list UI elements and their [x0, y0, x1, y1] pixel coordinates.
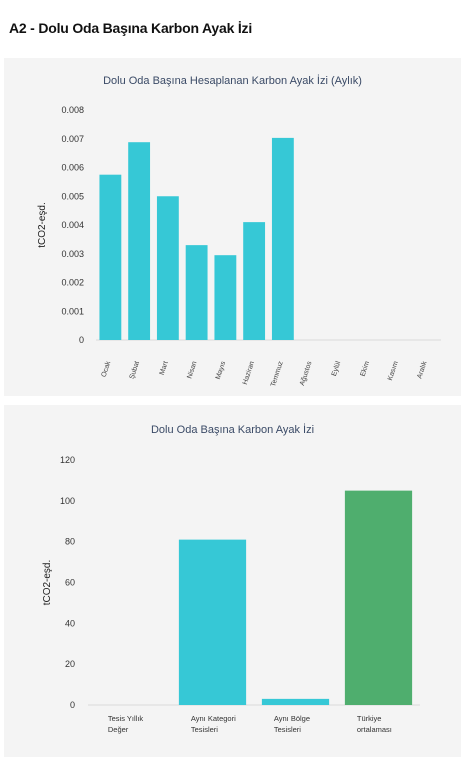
bar-3: [185, 245, 208, 340]
x-tick-label: Mart: [159, 360, 170, 376]
x-tick-label: Aynı Kategori: [191, 714, 236, 723]
x-tick-label: Mayıs: [215, 360, 228, 380]
x-tick-label: Ağustos: [299, 360, 314, 387]
bar-5: [243, 222, 266, 340]
y-tick-label: 0.005: [61, 191, 84, 201]
page-title: A2 - Dolu Oda Başına Karbon Ayak İzi: [9, 20, 253, 36]
x-tick-label: Haziran: [242, 360, 256, 385]
x-tick-label: Ocak: [101, 360, 113, 378]
bar-3: [344, 490, 413, 705]
chart-title-monthly: Dolu Oda Başına Hesaplanan Karbon Ayak İ…: [103, 75, 362, 87]
y-axis-label: tCO2-eşd.: [42, 560, 53, 606]
x-tick-label: Türkiye: [357, 714, 382, 723]
y-tick-label: 40: [65, 618, 75, 628]
bar-0: [99, 174, 122, 340]
x-tick-label: Tesisleri: [191, 725, 218, 734]
y-tick-label: 80: [65, 537, 75, 547]
chart-panel-comparison: Dolu Oda Başına Karbon Ayak İzi 0 20 40 60 8…: [4, 405, 461, 757]
x-tick-label: Nisan: [186, 360, 198, 379]
y-tick-label: 0.002: [61, 278, 84, 288]
bar-2: [261, 698, 330, 705]
y-axis-label: tCO2-eşd.: [37, 202, 48, 248]
x-tick-label: Temmuz: [270, 360, 285, 388]
x-tick-label: Ekim: [360, 360, 372, 377]
x-tick-label: ortalaması: [357, 725, 392, 734]
x-tick-label: Aynı Bölge: [274, 714, 310, 723]
y-tick-label: 0.006: [61, 163, 84, 173]
chart-title-comparison: Dolu Oda Başına Karbon Ayak İzi: [150, 424, 315, 436]
bar-6: [271, 137, 294, 340]
x-tick-label: Aralık: [416, 360, 428, 380]
y-tick-label: 100: [60, 496, 75, 506]
y-tick-label: 20: [65, 659, 75, 669]
comparison-bar-chart: 0 20 40 60 80 100 120 tCO2-eşd. Tesis Yıllık Değe…: [42, 455, 420, 734]
x-tick-label: Tesisleri: [274, 725, 301, 734]
bar-1: [178, 539, 247, 705]
x-tick-label: Kasım: [387, 360, 400, 381]
bar-1: [128, 142, 151, 340]
chart-panel-monthly: Dolu Oda Başına Hesaplanan Karbon Ayak İ…: [4, 58, 461, 396]
y-tick-label: 0: [79, 335, 84, 345]
x-tick-label: Tesis Yıllık: [108, 714, 144, 723]
y-tick-label: 0.001: [61, 306, 84, 316]
bar-2: [156, 196, 179, 340]
y-tick-label: 0.004: [61, 220, 84, 230]
y-tick-label: 120: [60, 455, 75, 465]
y-tick-label: 0.003: [61, 249, 84, 259]
y-tick-label: 0: [70, 700, 75, 710]
x-tick-label: Değer: [108, 725, 129, 734]
bar-4: [214, 255, 237, 340]
x-tick-label: Eylül: [331, 360, 342, 377]
y-tick-label: 60: [65, 578, 75, 588]
x-tick-label: Şubat: [129, 360, 141, 380]
y-tick-label: 0.008: [61, 105, 84, 115]
monthly-bar-chart: 0 0.001 0.002 0.003 0.004 0.005 0.006 0.007 0.00…: [37, 105, 441, 388]
y-tick-label: 0.007: [61, 134, 84, 144]
